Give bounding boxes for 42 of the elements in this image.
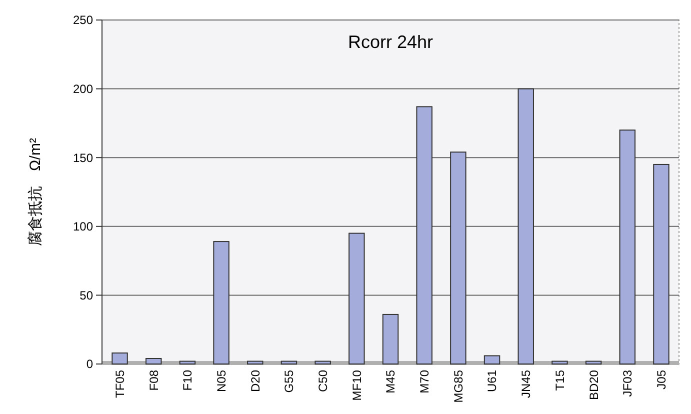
- x-tick-label: C50: [316, 370, 330, 392]
- bar: [213, 241, 230, 364]
- bar: [348, 232, 365, 364]
- bar: [112, 352, 128, 364]
- y-tick-label: 0: [86, 357, 94, 372]
- bar: [585, 360, 602, 364]
- x-tick-label: MF10: [350, 370, 364, 401]
- y-tick-label: 250: [72, 13, 94, 28]
- x-tick-label: M45: [384, 370, 398, 394]
- text: Rcorr 24hr: [348, 32, 434, 52]
- bar: [653, 164, 670, 364]
- bar: [484, 355, 500, 364]
- y-tick-label: 200: [72, 82, 94, 96]
- x-tick-label: F08: [146, 370, 161, 391]
- x-tick-label: TF05: [112, 370, 127, 398]
- bar: [552, 360, 568, 364]
- x-tick-label: J05: [654, 370, 668, 390]
- y-tick-label: 100: [72, 220, 94, 234]
- y-tick-label: 50: [80, 288, 94, 302]
- x-tick-label: T15: [552, 370, 567, 391]
- x-tick-label: M70: [418, 370, 432, 394]
- x-tick-label: MG85: [451, 370, 466, 403]
- bar: [179, 360, 196, 364]
- x-tick-label: JN45: [519, 370, 534, 398]
- bar: [280, 360, 298, 364]
- y-tick-label: 150: [72, 150, 94, 165]
- x-tick-label: G55: [282, 370, 296, 393]
- bar: [247, 360, 264, 364]
- bar: [518, 88, 534, 364]
- bar: [450, 152, 466, 364]
- x-tick-label: BD20: [586, 370, 601, 400]
- bar: [619, 130, 636, 364]
- x-tick-label: U61: [485, 370, 500, 392]
- x-tick-label: F10: [180, 370, 195, 391]
- bar: [416, 106, 432, 364]
- bar: [145, 358, 162, 364]
- bar: [314, 360, 331, 364]
- x-tick-label: JF03: [620, 370, 635, 397]
- bar: [382, 314, 399, 364]
- x-tick-label: D20: [248, 370, 262, 392]
- y-axis-title: 腐食抵抗 Ω/m²: [27, 138, 44, 246]
- x-tick-label: N05: [214, 370, 228, 392]
